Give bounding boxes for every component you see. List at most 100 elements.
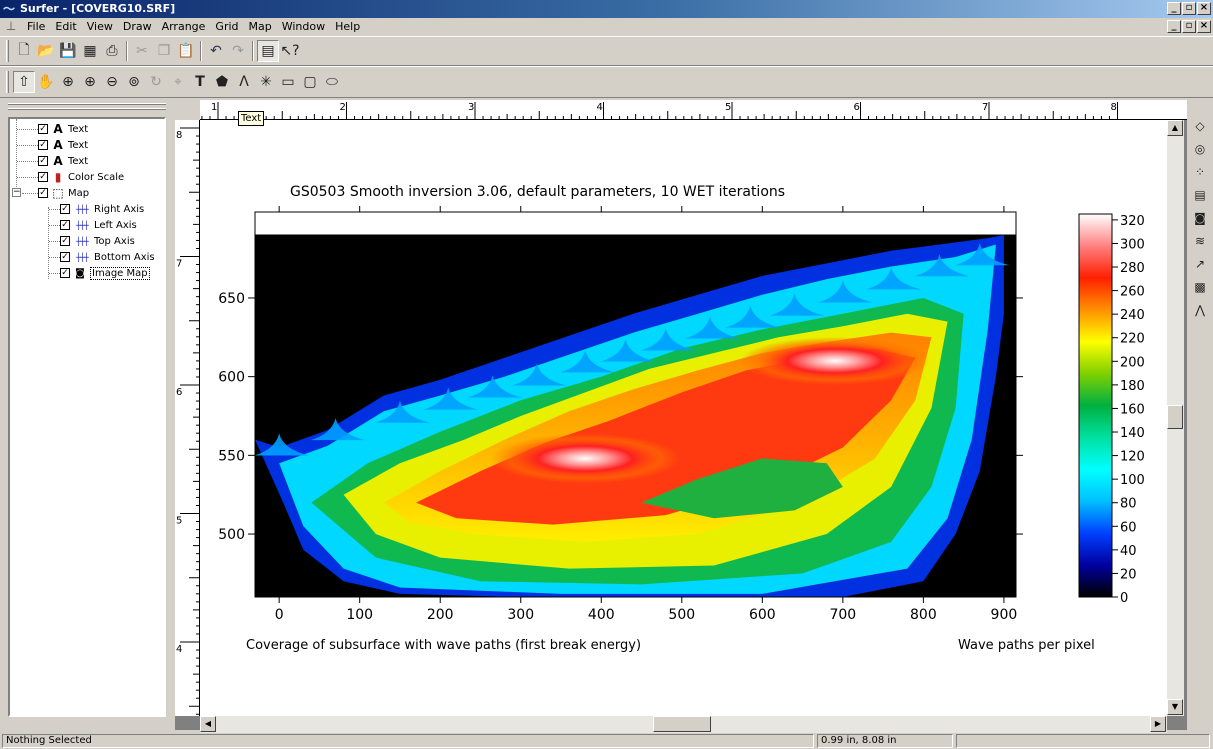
- horizontal-scrollbar[interactable]: ◀ ▶: [200, 716, 1167, 733]
- x-axis-caption[interactable]: Coverage of subsurface with wave paths (…: [246, 638, 642, 653]
- menu-window[interactable]: Window: [281, 20, 326, 33]
- object-manager-icon[interactable]: ▤: [257, 40, 279, 62]
- new-icon[interactable]: 🗋: [18, 42, 30, 58]
- doc-restore-button[interactable]: ▫: [1182, 20, 1196, 33]
- colorbar-caption[interactable]: Wave paths per pixel: [958, 638, 1095, 653]
- tree-item-text[interactable]: ✓ A Text: [38, 121, 88, 137]
- map-title[interactable]: GS0503 Smooth inversion 3.06, default pa…: [290, 184, 786, 200]
- save-icon[interactable]: 💾: [59, 43, 77, 59]
- context-help-icon[interactable]: ↖?: [280, 43, 300, 59]
- tree-item-image-map[interactable]: ✓ ◙ Image Map: [60, 265, 150, 281]
- polygon-icon[interactable]: ⬟: [215, 74, 229, 90]
- redo-icon[interactable]: ↷: [232, 43, 244, 59]
- visibility-checkbox[interactable]: ✓: [60, 236, 70, 246]
- scroll-left-button[interactable]: ◀: [200, 716, 216, 732]
- menu-help[interactable]: Help: [335, 20, 361, 33]
- toolbar-grip[interactable]: [6, 40, 9, 62]
- base-map-icon[interactable]: ◇: [1195, 119, 1205, 133]
- print-icon[interactable]: ⎙: [106, 43, 118, 59]
- paste-icon[interactable]: 📋: [177, 43, 195, 59]
- tree-item-left-axis[interactable]: ✓ ┼┼┼ Left Axis: [60, 217, 137, 233]
- horizontal-ruler: 1 2 3 4 5 6 7 8: [200, 100, 1187, 120]
- visibility-checkbox[interactable]: ✓: [60, 268, 70, 278]
- scroll-down-button[interactable]: ▼: [1167, 699, 1183, 715]
- color-scale-icon: ▮: [54, 170, 62, 184]
- doc-close-button[interactable]: ×: [1197, 20, 1211, 33]
- tree-item-right-axis[interactable]: ✓ ┼┼┼ Right Axis: [60, 201, 144, 217]
- visibility-checkbox[interactable]: ✓: [38, 124, 48, 134]
- zoom-out-icon[interactable]: ⊖: [106, 74, 118, 90]
- rectangle-icon[interactable]: ▭: [281, 74, 295, 90]
- shaded-relief-icon[interactable]: ≋: [1194, 234, 1206, 248]
- scroll-right-button[interactable]: ▶: [1150, 716, 1166, 732]
- pan-hand-icon[interactable]: ✋: [37, 74, 55, 90]
- menu-edit[interactable]: Edit: [55, 20, 77, 33]
- status-bar: Nothing Selected 0.99 in, 8.08 in: [0, 733, 1213, 749]
- title-bar[interactable]: 〜 Surfer - [COVERG10.SRF] _ ▫ ×: [0, 0, 1213, 18]
- surface-icon[interactable]: ⋀: [1195, 303, 1205, 317]
- digitize-icon[interactable]: ⌖: [174, 74, 182, 90]
- visibility-checkbox[interactable]: ✓: [38, 140, 48, 150]
- worksheet-icon[interactable]: ▦: [83, 43, 97, 59]
- axis-icon: ┼┼┼: [76, 236, 88, 246]
- tree-item-map[interactable]: ✓ ⬚ Map: [38, 185, 89, 201]
- symbol-icon[interactable]: ✳: [260, 74, 272, 90]
- visibility-checkbox[interactable]: ✓: [60, 252, 70, 262]
- zoom-page-icon[interactable]: ⊚: [128, 74, 140, 90]
- scroll-up-button[interactable]: ▲: [1167, 120, 1183, 136]
- contour-map-icon[interactable]: ◎: [1194, 142, 1206, 156]
- menu-map[interactable]: Map: [248, 20, 272, 33]
- menu-arrange[interactable]: Arrange: [161, 20, 206, 33]
- doc-minimize-button[interactable]: _: [1167, 20, 1181, 33]
- tree-item-color-scale[interactable]: ✓ ▮ Color Scale: [38, 169, 124, 185]
- vertical-scrollbar[interactable]: ▲ ▼: [1167, 120, 1184, 716]
- menu-view[interactable]: View: [86, 20, 113, 33]
- ellipse-icon[interactable]: ⬭: [326, 74, 338, 90]
- visibility-checkbox[interactable]: ✓: [38, 188, 48, 198]
- menu-grid[interactable]: Grid: [215, 20, 239, 33]
- tree-item-top-axis[interactable]: ✓ ┼┼┼ Top Axis: [60, 233, 135, 249]
- post-map-icon[interactable]: ⁘: [1194, 165, 1206, 179]
- redraw-icon[interactable]: ↻: [150, 74, 162, 90]
- collapse-map-toggle[interactable]: −: [12, 187, 21, 197]
- text-tool-icon[interactable]: T: [195, 74, 205, 90]
- select-arrow-icon[interactable]: ⇧: [13, 71, 35, 93]
- axis-icon: ┼┼┼: [76, 220, 88, 230]
- zoom-rect-icon[interactable]: ⊕: [62, 74, 74, 90]
- classed-post-icon[interactable]: ▤: [1194, 188, 1206, 202]
- camera-icon: ◙: [75, 267, 85, 279]
- map-frame-icon: ⬚: [52, 186, 64, 200]
- plot-page[interactable]: [200, 120, 1167, 716]
- visibility-checkbox[interactable]: ✓: [60, 204, 70, 214]
- image-map-icon[interactable]: ◙: [1194, 211, 1206, 225]
- open-icon[interactable]: 📂: [37, 43, 55, 59]
- toolbar-grip-2[interactable]: [6, 71, 9, 93]
- tree-item-text[interactable]: ✓ A Text: [38, 153, 88, 169]
- object-manager-header[interactable]: [8, 100, 166, 116]
- document-icon[interactable]: ⊥: [5, 19, 17, 33]
- copy-icon[interactable]: ❐: [157, 43, 171, 59]
- vector-map-icon[interactable]: ↗: [1194, 257, 1206, 271]
- cut-icon[interactable]: ✂: [136, 43, 148, 59]
- rounded-rectangle-icon[interactable]: ▢: [303, 74, 317, 90]
- menu-draw[interactable]: Draw: [122, 20, 152, 33]
- polyline-icon[interactable]: Λ: [239, 74, 249, 90]
- visibility-checkbox[interactable]: ✓: [38, 172, 48, 182]
- surfer-app-icon[interactable]: 〜: [3, 2, 16, 16]
- zoom-in-icon[interactable]: ⊕: [84, 74, 96, 90]
- undo-icon[interactable]: ↶: [210, 43, 222, 59]
- wireframe-icon[interactable]: ▩: [1194, 280, 1206, 294]
- standard-toolbar: 🗋 📂 💾 ▦ ⎙ ✂ ❐ 📋 ↶ ↷ ▤ ↖?: [0, 36, 1213, 66]
- tree-item-bottom-axis[interactable]: ✓ ┼┼┼ Bottom Axis: [60, 249, 155, 265]
- tree-item-text[interactable]: ✓ A Text: [38, 137, 88, 153]
- maximize-button[interactable]: ▫: [1182, 2, 1196, 15]
- vertical-scroll-thumb[interactable]: [1167, 405, 1183, 429]
- horizontal-scroll-thumb[interactable]: [653, 716, 711, 732]
- close-button[interactable]: ×: [1197, 2, 1211, 15]
- visibility-checkbox[interactable]: ✓: [38, 156, 48, 166]
- minimize-button[interactable]: _: [1167, 2, 1181, 15]
- status-message: Nothing Selected: [2, 734, 814, 748]
- visibility-checkbox[interactable]: ✓: [60, 220, 70, 230]
- menu-file[interactable]: File: [27, 20, 46, 33]
- status-pane-empty: [956, 734, 1210, 748]
